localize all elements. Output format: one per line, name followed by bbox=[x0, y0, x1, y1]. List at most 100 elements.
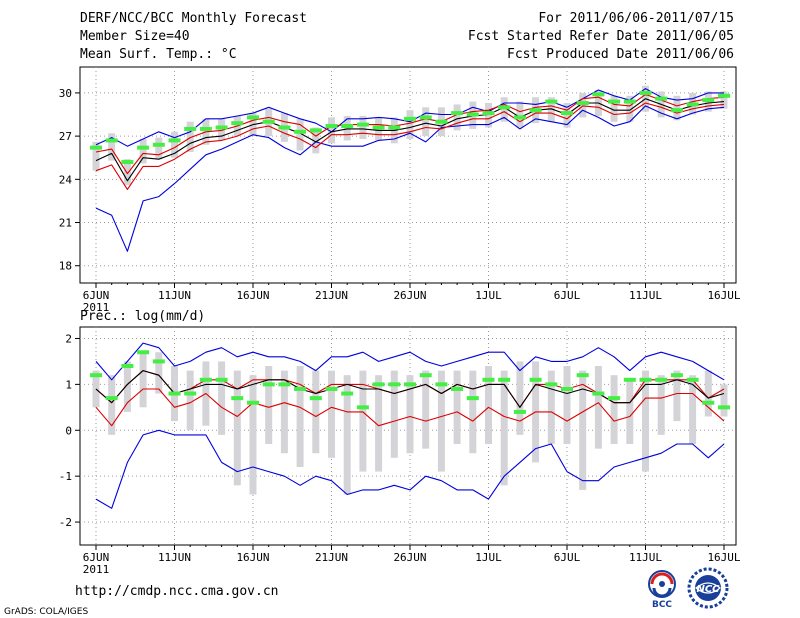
temperature-observed-marker bbox=[482, 111, 495, 116]
temperature-observed-marker bbox=[498, 105, 511, 110]
precipitation-observed-marker bbox=[639, 377, 652, 382]
temperature-x-tick-label: 1JUL bbox=[475, 289, 502, 302]
temperature-observed-marker bbox=[184, 126, 197, 131]
precipitation-spread-bar bbox=[328, 370, 335, 458]
precipitation-observed-marker bbox=[278, 382, 291, 387]
temperature-observed-marker bbox=[670, 108, 683, 113]
precipitation-x-tick-label: 21JUN bbox=[315, 551, 348, 564]
temperature-spread-bar bbox=[406, 110, 414, 139]
precipitation-observed-marker bbox=[152, 359, 165, 364]
precipitation-observed-marker bbox=[231, 396, 244, 401]
temperature-x-tick-label: 16JUN bbox=[236, 289, 269, 302]
temperature-observed-marker bbox=[404, 116, 416, 121]
precipitation-spread-bar bbox=[720, 384, 728, 417]
temperature-x-tick-label: 6JUN bbox=[83, 289, 110, 302]
temperature-observed-marker bbox=[435, 119, 448, 124]
bcc-logo-text: BCC bbox=[652, 600, 672, 610]
temperature-observed-marker bbox=[372, 125, 385, 130]
precipitation-observed-marker bbox=[341, 391, 354, 396]
precipitation-observed-marker bbox=[309, 396, 322, 401]
precipitation-observed-marker bbox=[184, 391, 197, 396]
ncc-logo: NCC bbox=[687, 567, 729, 609]
precipitation-spread-bar bbox=[296, 366, 304, 467]
grads-credit: GrADS: COLA/IGES bbox=[4, 607, 89, 617]
precipitation-observed-marker bbox=[419, 373, 432, 378]
precipitation-observed-marker bbox=[498, 377, 511, 382]
ncc-logo-text: NCC bbox=[696, 584, 720, 595]
temperature-spread-bar bbox=[422, 107, 430, 137]
source-url[interactable]: http://cmdp.ncc.cma.gov.cn bbox=[75, 584, 279, 599]
precipitation-y-tick-label: 0 bbox=[65, 424, 72, 437]
precipitation-observed-marker bbox=[670, 373, 683, 378]
temperature-min-line bbox=[95, 105, 725, 252]
precipitation-observed-marker bbox=[215, 377, 228, 382]
temperature-observed-marker bbox=[294, 129, 307, 134]
precipitation-observed-marker bbox=[121, 364, 134, 369]
precipitation-spread-bar bbox=[422, 370, 430, 449]
precipitation-observed-marker bbox=[576, 373, 589, 378]
precipitation-spread-bar bbox=[657, 375, 665, 435]
precipitation-observed-marker bbox=[482, 377, 495, 382]
temperature-observed-marker bbox=[576, 101, 589, 105]
temperature-observed-marker bbox=[639, 90, 652, 95]
temperature-spread-bar bbox=[485, 103, 492, 128]
precipitation-observed-marker bbox=[435, 382, 448, 387]
precipitation-spread-bar bbox=[155, 352, 163, 394]
precipitation-spread-bar bbox=[359, 370, 367, 472]
temperature-observed-marker bbox=[341, 124, 354, 129]
precipitation-observed-marker bbox=[372, 382, 385, 387]
temperature-observed-marker bbox=[388, 125, 401, 130]
temperature-spread-bar bbox=[296, 118, 304, 151]
precipitation-spread-bar bbox=[108, 375, 116, 435]
temperature-observed-marker bbox=[215, 125, 228, 130]
temperature-observed-marker bbox=[90, 145, 102, 150]
temperature-spread-bar bbox=[139, 139, 147, 164]
bcc-logo: BCC bbox=[648, 570, 676, 610]
temperature-p90-line bbox=[95, 93, 725, 175]
precipitation-spread-bar bbox=[123, 361, 131, 412]
temperature-spread-bar bbox=[218, 118, 226, 141]
precipitation-spread-bar bbox=[343, 375, 351, 495]
temperature-spread-bar bbox=[92, 141, 100, 171]
temperature-x-tick-label: 11JUN bbox=[158, 289, 191, 302]
temperature-observed-marker bbox=[466, 112, 479, 117]
precipitation-spread-bar bbox=[516, 361, 524, 435]
temperature-observed-marker bbox=[262, 119, 275, 124]
temperature-plot-frame bbox=[79, 66, 737, 284]
temperature-observed-marker bbox=[419, 115, 432, 120]
precipitation-x-tick-label: 16JUL bbox=[707, 551, 740, 564]
temperature-spread-bar bbox=[123, 159, 131, 186]
precipitation-x-tick-label: 26JUN bbox=[393, 551, 426, 564]
forecast-produced-date-label: Fcst Produced Date 2011/06/06 bbox=[507, 47, 734, 62]
precipitation-spread-bar bbox=[485, 366, 492, 445]
temperature-spread-bar bbox=[673, 95, 681, 121]
precipitation-observed-marker bbox=[137, 350, 150, 355]
precipitation-spread-bar bbox=[642, 370, 649, 472]
precipitation-observed-marker bbox=[262, 382, 275, 387]
forecast-start-date-label: Fcst Started Refer Date 2011/06/05 bbox=[467, 29, 734, 44]
temperature-spread-bar bbox=[186, 121, 194, 152]
precipitation-observed-marker bbox=[608, 396, 621, 401]
precipitation-spread-bar bbox=[233, 370, 241, 486]
precipitation-spread-bar bbox=[547, 370, 555, 445]
temperature-x-tick-label: 11JUL bbox=[629, 289, 662, 302]
temperature-observed-marker bbox=[105, 138, 118, 143]
temperature-observed-marker bbox=[702, 98, 715, 103]
precipitation-observed-marker bbox=[388, 382, 401, 387]
precipitation-spread-bar bbox=[626, 379, 634, 445]
temperature-observed-marker bbox=[529, 108, 542, 113]
temperature-spread-bar bbox=[312, 127, 320, 154]
temperature-spread-bar bbox=[108, 133, 116, 161]
temperature-y-tick-label: 21 bbox=[59, 217, 72, 230]
precipitation-observed-marker bbox=[513, 409, 526, 414]
precipitation-x-tick-label: 16JUN bbox=[236, 551, 269, 564]
precipitation-x-tick-label: 11JUL bbox=[629, 551, 662, 564]
precipitation-p10-line bbox=[95, 388, 725, 427]
precipitation-spread-bar bbox=[218, 361, 226, 435]
precipitation-spread-bar bbox=[563, 366, 571, 445]
precipitation-spread-bar bbox=[469, 370, 477, 454]
precipitation-observed-marker bbox=[466, 396, 479, 401]
precipitation-x-tick-label: 6JUL bbox=[554, 551, 581, 564]
precipitation-spread-bar bbox=[610, 375, 618, 445]
precipitation-y-tick-label: 1 bbox=[65, 378, 72, 391]
